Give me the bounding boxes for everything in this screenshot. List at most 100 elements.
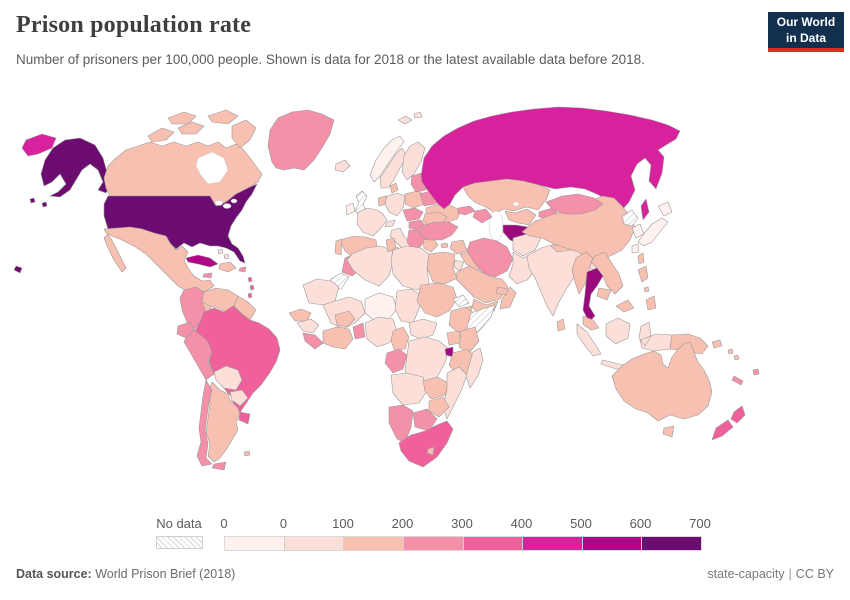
country-russia[interactable] <box>420 106 681 212</box>
country-tierra-del-fuego[interactable] <box>211 461 227 471</box>
country-ivory-coast-ghana[interactable] <box>322 326 354 350</box>
country-chile[interactable] <box>196 379 213 467</box>
legend-bin-3[interactable] <box>403 537 464 550</box>
country-uzbekistan[interactable] <box>504 208 537 226</box>
country-kazakhstan[interactable] <box>462 178 551 214</box>
country-norway[interactable] <box>369 135 405 183</box>
country-oman[interactable] <box>499 286 517 310</box>
country-argentina[interactable] <box>205 381 241 463</box>
country-chad[interactable] <box>394 288 422 324</box>
country-alaska[interactable] <box>40 137 111 198</box>
country-taiwan[interactable] <box>637 252 645 265</box>
country-germany[interactable] <box>384 192 406 217</box>
country-iceland[interactable] <box>334 159 351 173</box>
svalbard-islands[interactable] <box>397 111 423 125</box>
country-bahamas[interactable] <box>217 248 230 260</box>
country-syria[interactable] <box>449 239 468 255</box>
country-namibia[interactable] <box>388 404 414 444</box>
country-south-africa[interactable] <box>398 420 454 468</box>
country-cyprus[interactable] <box>440 242 449 249</box>
tasmania[interactable] <box>662 425 675 438</box>
country-uae[interactable] <box>495 286 509 296</box>
country-south-korea[interactable] <box>631 223 645 239</box>
canadian-arctic-islands[interactable] <box>147 109 257 149</box>
country-turkey[interactable] <box>418 221 459 241</box>
country-austria-czech[interactable] <box>402 207 424 222</box>
country-laos-vietnam[interactable] <box>590 251 624 295</box>
country-myanmar[interactable] <box>571 251 594 295</box>
country-mozambique[interactable] <box>442 366 468 420</box>
country-uruguay[interactable] <box>238 411 251 425</box>
country-algeria[interactable] <box>346 245 394 287</box>
country-russia-chukotka[interactable] <box>21 133 57 157</box>
country-ireland[interactable] <box>345 202 356 216</box>
aleutian-islands[interactable] <box>29 197 48 208</box>
country-lesser-antilles[interactable] <box>247 276 255 299</box>
country-eritrea[interactable] <box>452 294 470 308</box>
country-niger[interactable] <box>364 292 398 322</box>
legend-bin-1[interactable] <box>284 537 345 550</box>
baja-california[interactable] <box>103 233 127 273</box>
country-sierra-leone-liberia[interactable] <box>302 332 324 350</box>
legend-bin-6[interactable] <box>582 537 643 550</box>
country-australia[interactable] <box>611 341 713 422</box>
country-kenya[interactable] <box>458 326 480 354</box>
country-madagascar[interactable] <box>465 347 484 389</box>
country-burkina-faso[interactable] <box>334 310 356 328</box>
country-thailand[interactable] <box>582 267 604 323</box>
country-georgia[interactable] <box>457 205 476 216</box>
country-sudan[interactable] <box>416 282 458 318</box>
country-bolivia[interactable] <box>213 365 243 391</box>
country-denmark[interactable] <box>389 182 399 194</box>
country-new-caledonia[interactable] <box>731 375 744 386</box>
country-libya[interactable] <box>390 245 430 291</box>
country-togo-benin[interactable] <box>352 322 366 340</box>
country-puerto-rico[interactable] <box>238 266 247 273</box>
country-japan[interactable] <box>631 201 673 254</box>
country-zimbabwe[interactable] <box>428 396 450 418</box>
falkland-islands[interactable] <box>243 450 251 457</box>
country-cameroon[interactable] <box>390 326 410 352</box>
country-hawaii[interactable] <box>13 265 23 274</box>
country-mauritania[interactable] <box>302 278 340 306</box>
legend-bin-4[interactable] <box>463 537 524 550</box>
country-iran[interactable] <box>466 237 514 278</box>
country-central-african-republic[interactable] <box>408 318 438 340</box>
country-philippines[interactable] <box>637 265 657 311</box>
country-gabon-congo[interactable] <box>384 348 408 374</box>
country-tunisia[interactable] <box>385 237 397 253</box>
country-cuba[interactable] <box>185 254 219 268</box>
country-switzerland[interactable] <box>384 219 396 228</box>
country-jamaica[interactable] <box>202 272 213 279</box>
country-finland[interactable] <box>401 141 426 181</box>
solomon-islands[interactable] <box>727 348 740 361</box>
country-portugal[interactable] <box>334 238 343 256</box>
country-france[interactable] <box>356 207 388 237</box>
country-cambodia[interactable] <box>596 287 612 301</box>
country-azerbaijan[interactable] <box>472 208 493 224</box>
country-guinea[interactable] <box>296 318 320 334</box>
legend-bin-7[interactable] <box>642 537 701 550</box>
country-botswana[interactable] <box>412 408 438 432</box>
country-new-zealand[interactable] <box>711 405 746 441</box>
legend-no-data-swatch[interactable] <box>156 536 203 549</box>
country-lesotho[interactable] <box>426 446 435 456</box>
country-uganda[interactable] <box>446 330 462 346</box>
country-greenland[interactable] <box>267 109 335 171</box>
country-angola[interactable] <box>390 372 428 406</box>
country-malaysia[interactable] <box>582 299 635 331</box>
country-mexico[interactable] <box>103 226 215 293</box>
legend-bin-0[interactable] <box>225 537 285 550</box>
footer-note[interactable]: state-capacity <box>707 567 785 581</box>
country-fiji[interactable] <box>752 368 760 376</box>
owid-logo[interactable]: Our World in Data <box>768 12 844 52</box>
country-sri-lanka[interactable] <box>556 318 566 332</box>
country-north-korea[interactable] <box>621 209 639 227</box>
legend-bin-5[interactable] <box>523 537 583 550</box>
legend-bin-2[interactable] <box>344 537 404 550</box>
country-paraguay[interactable] <box>229 389 249 407</box>
country-zambia[interactable] <box>422 376 450 400</box>
license-link[interactable]: CC BY <box>795 567 834 581</box>
country-mongolia[interactable] <box>545 193 604 215</box>
country-hispaniola[interactable] <box>218 261 237 273</box>
